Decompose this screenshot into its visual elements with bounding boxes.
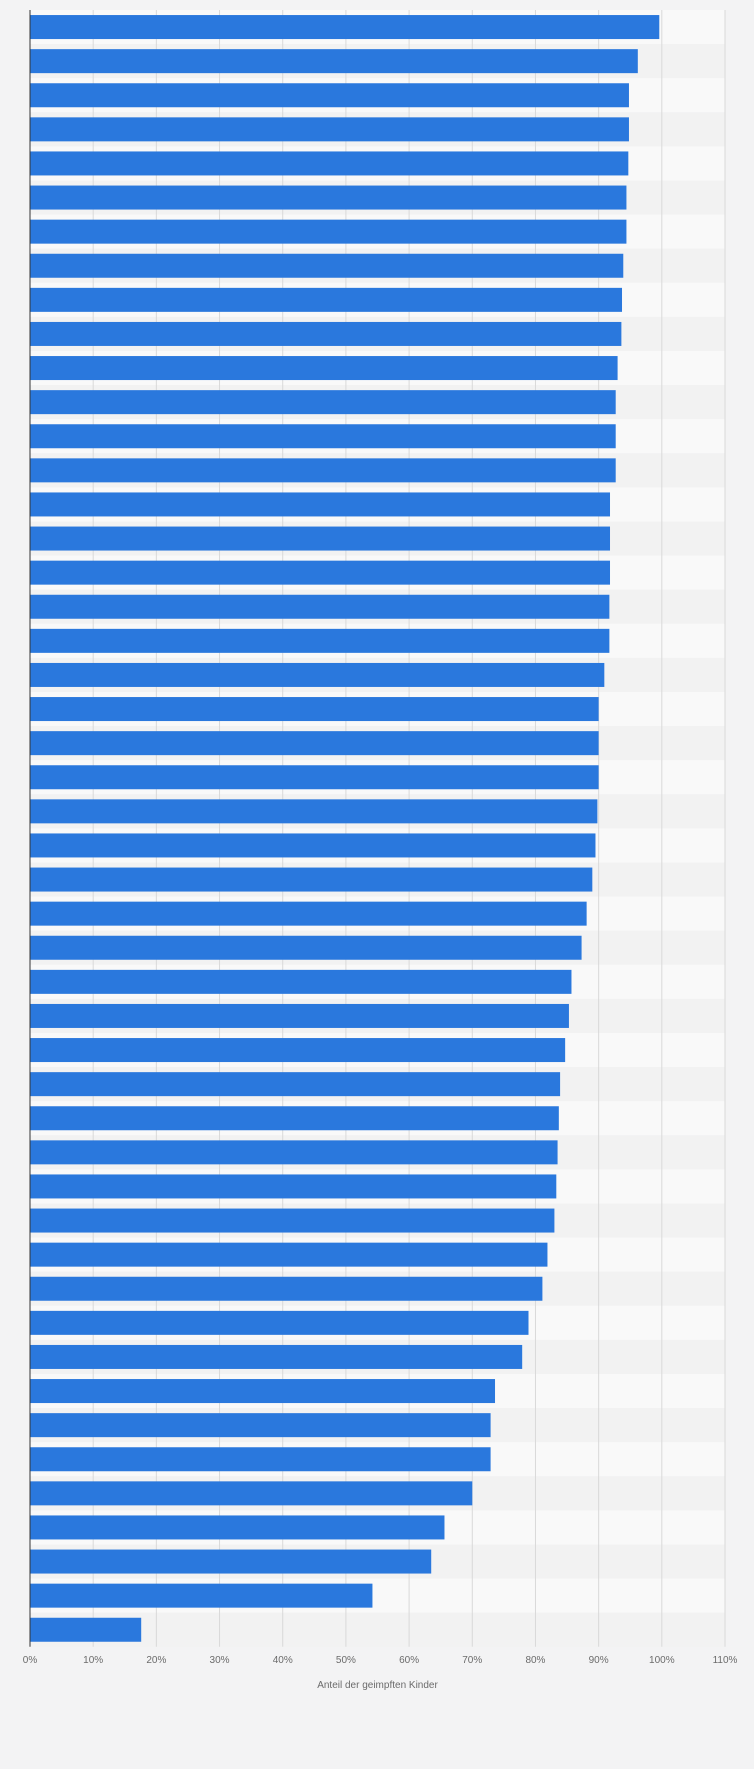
bar [30,969,572,994]
bar [30,1617,142,1642]
bar [30,1549,432,1574]
bar [30,49,638,74]
bar [30,1583,373,1608]
x-tick-label: 50% [336,1655,356,1666]
bar [30,799,598,824]
bar [30,935,582,960]
x-tick-label: 0% [23,1655,38,1666]
bar [30,15,660,40]
bar [30,1413,491,1438]
bar [30,1310,529,1335]
bar [30,1447,491,1472]
bar [30,390,616,415]
bar [30,1174,557,1199]
bar [30,526,611,551]
x-tick-label: 40% [273,1655,293,1666]
bar [30,833,596,858]
bar [30,1140,558,1165]
bar [30,867,593,892]
bar [30,731,599,756]
bar [30,1003,569,1028]
x-tick-label: 110% [713,1655,738,1666]
bar [30,697,599,722]
bar [30,1344,523,1369]
bar [30,117,629,142]
bar [30,321,622,346]
bar [30,458,616,483]
x-tick-label: 80% [525,1655,545,1666]
bar [30,253,624,278]
x-tick-label: 60% [399,1655,419,1666]
bar [30,1481,473,1506]
bar [30,1242,548,1267]
bar [30,1038,566,1063]
bar [30,901,587,926]
bar [30,765,599,790]
bar [30,1106,559,1131]
x-tick-label: 100% [649,1655,675,1666]
bar [30,287,623,312]
x-tick-label: 20% [146,1655,166,1666]
bar [30,594,610,619]
bar [30,1208,555,1233]
bar [30,628,610,653]
bars [30,15,660,1642]
bar [30,219,627,244]
x-tick-label: 90% [589,1655,609,1666]
bar [30,1379,496,1404]
x-tick-labels: 0% 10% 20% 30% 40% 50% 60% 70% 80% 90% 100% 110% [23,1655,738,1666]
x-tick-label: 70% [462,1655,482,1666]
gridlines [92,10,726,1647]
row-band [30,1612,725,1647]
x-axis-title: Anteil der geimpften Kinder [317,1680,438,1691]
bar [30,1515,445,1540]
x-tick-label: 10% [83,1655,103,1666]
bar [30,662,605,687]
bar [30,424,616,449]
bar [30,1072,561,1097]
bar [30,83,629,108]
bar [30,492,611,517]
bar [30,151,629,176]
bar [30,185,627,210]
bar [30,560,611,585]
x-tick-label: 30% [210,1655,230,1666]
bar [30,356,618,381]
bar [30,1276,543,1301]
